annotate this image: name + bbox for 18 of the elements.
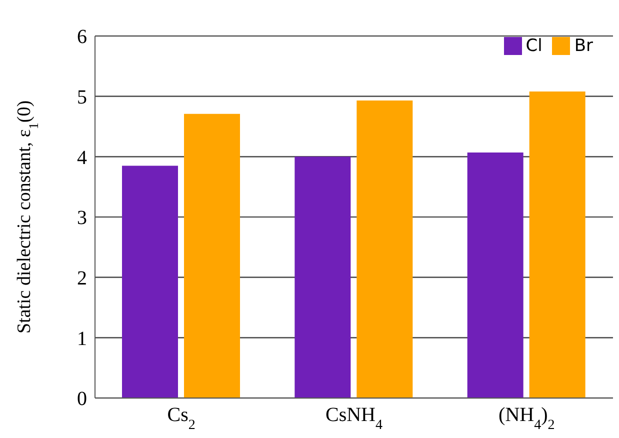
- y-tick-label: 5: [77, 86, 87, 108]
- y-tick-label: 1: [77, 328, 87, 350]
- y-tick-label: 4: [77, 146, 87, 169]
- bar: [467, 152, 524, 398]
- bar: [122, 166, 178, 398]
- x-tick-label: CsNH$_{4}$: [325, 404, 383, 432]
- legend-label: Cl: [526, 36, 542, 56]
- y-tick-label: 0: [77, 388, 87, 410]
- y-tick-label: 2: [77, 267, 87, 290]
- y-tick-label: 3: [77, 207, 87, 230]
- y-tick-label: 6: [77, 26, 87, 48]
- bar: [184, 114, 240, 398]
- x-tick-label: (NH$_{4}$)$_{2}$: [498, 404, 555, 432]
- bar: [294, 156, 351, 398]
- x-tick-label: Cs$_{2}$: [167, 404, 196, 432]
- legend-label: Br: [574, 36, 593, 56]
- bar: [529, 92, 586, 398]
- bar: [356, 100, 413, 398]
